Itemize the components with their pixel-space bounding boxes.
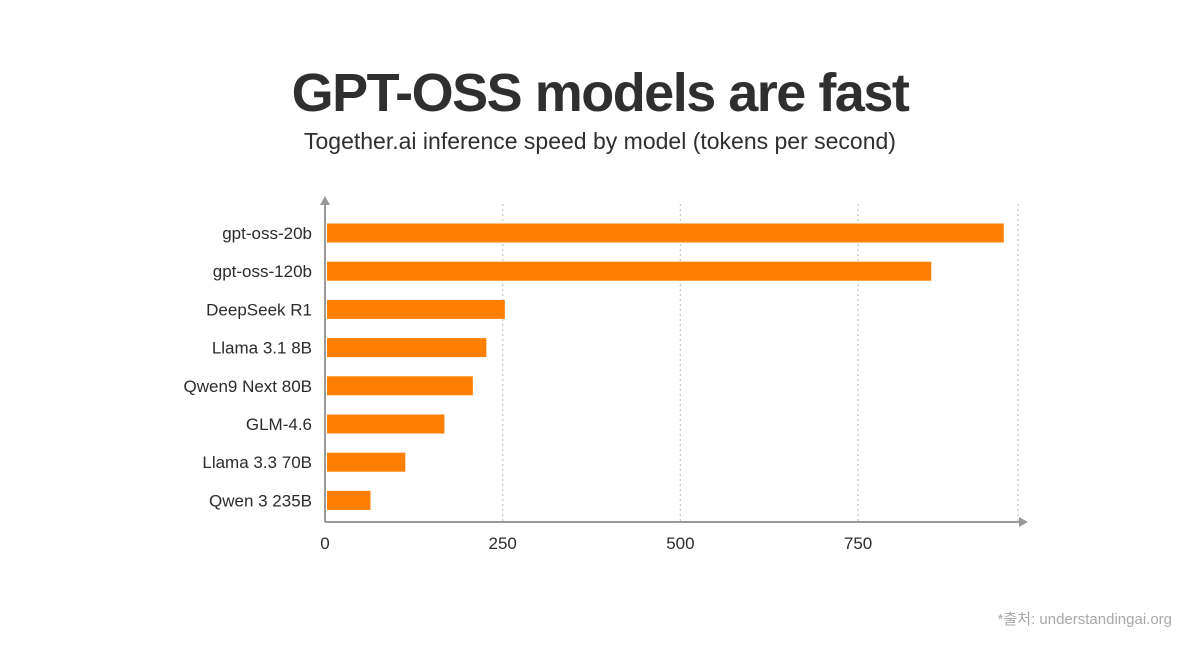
x-tick-label: 0 (320, 534, 329, 553)
bar-llama-3-1-8b (327, 338, 487, 358)
x-tick-label: 250 (489, 534, 517, 553)
bar-gpt-oss-20b (327, 223, 1004, 243)
y-axis-arrow (320, 196, 330, 205)
bar-glm-4-6 (327, 414, 445, 434)
category-label: DeepSeek R1 (206, 300, 312, 319)
bar-llama-3-3-70b (327, 452, 406, 472)
category-label: Llama 3.1 8B (212, 339, 312, 358)
bar-gpt-oss-120b (327, 261, 932, 281)
category-label: Qwen9 Next 80B (183, 377, 312, 396)
category-label: GLM-4.6 (246, 415, 312, 434)
chart-title: GPT-OSS models are fast (291, 63, 910, 123)
bar-deepseek-r1 (327, 299, 505, 319)
x-axis-arrow (1019, 517, 1028, 527)
bar-qwen-3-235b (327, 490, 371, 510)
source-credit: *출처: understandingai.org (997, 611, 1172, 628)
x-tick-label: 750 (844, 534, 872, 553)
category-label: Qwen 3 235B (209, 491, 312, 510)
category-label: gpt-oss-20b (222, 224, 312, 243)
category-label: gpt-oss-120b (213, 262, 312, 281)
bar-qwen9-next-80b (327, 376, 473, 396)
category-label: Llama 3.3 70B (202, 453, 312, 472)
x-tick-label: 500 (666, 534, 694, 553)
chart-subtitle: Together.ai inference speed by model (to… (304, 128, 896, 154)
